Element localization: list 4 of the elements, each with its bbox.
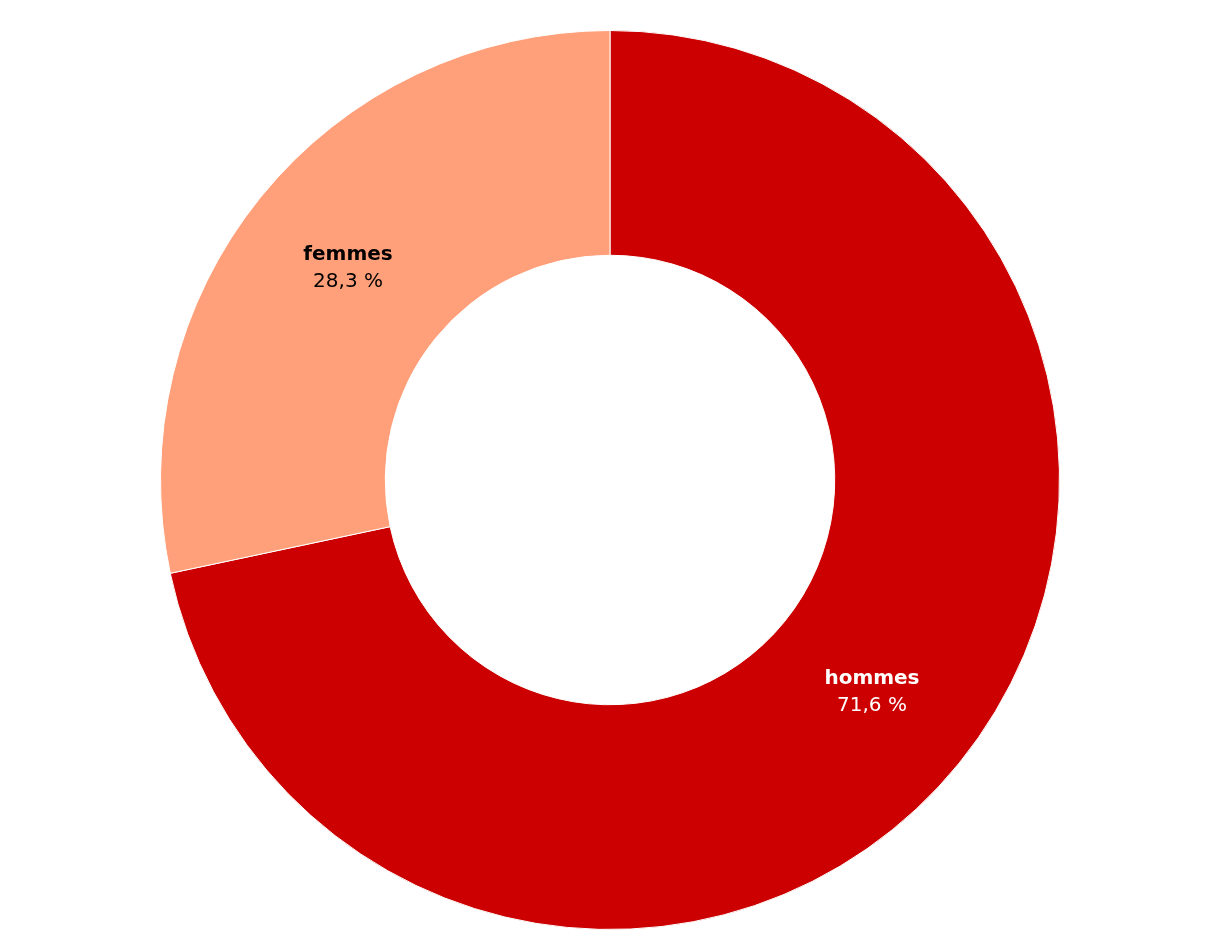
slice-label: femmes <box>303 241 393 265</box>
data-label: 71,6 % <box>837 692 907 717</box>
data-label: 28,3 % <box>313 268 383 292</box>
slice-label: hommes <box>824 665 920 690</box>
